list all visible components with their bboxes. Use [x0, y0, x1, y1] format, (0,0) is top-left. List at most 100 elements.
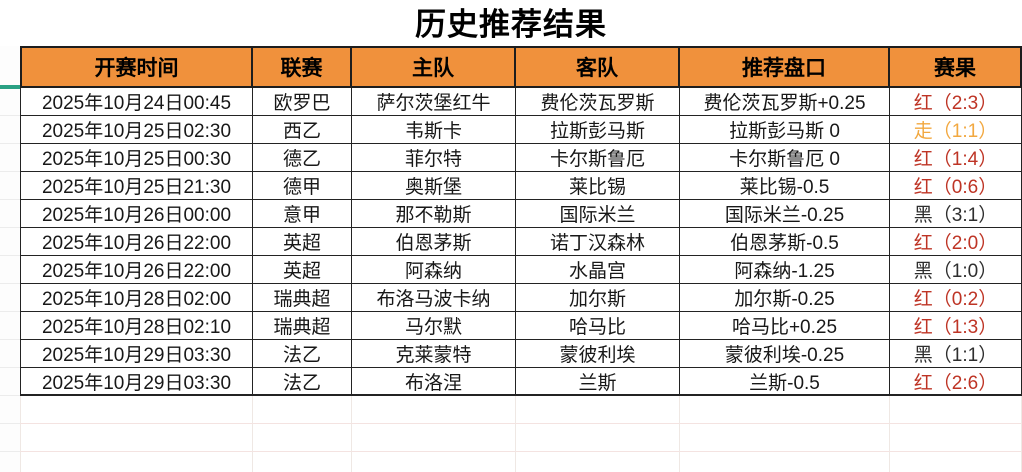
cell-result[interactable]: 红（2:3）: [890, 88, 1022, 116]
cell-home-team[interactable]: 奥斯堡: [352, 172, 516, 200]
cell-league[interactable]: 英超: [253, 256, 352, 284]
column-header-home[interactable]: 主队: [352, 46, 516, 88]
table-row[interactable]: 2025年10月25日02:30 西乙 韦斯卡 拉斯彭马斯 拉斯彭马斯 0 走（…: [20, 116, 1022, 144]
cell-handicap[interactable]: 国际米兰-0.25: [680, 200, 890, 228]
cell-league[interactable]: 英超: [253, 228, 352, 256]
empty-cell[interactable]: [680, 452, 890, 472]
cell-start-time[interactable]: 2025年10月25日21:30: [20, 172, 253, 200]
empty-cell[interactable]: [516, 452, 680, 472]
cell-start-time[interactable]: 2025年10月26日00:00: [20, 200, 253, 228]
empty-sheet-area[interactable]: [20, 396, 1022, 472]
empty-cell[interactable]: [352, 424, 516, 452]
empty-cell[interactable]: [253, 452, 352, 472]
table-row[interactable]: 2025年10月26日00:00 意甲 那不勒斯 国际米兰 国际米兰-0.25 …: [20, 200, 1022, 228]
cell-home-team[interactable]: 布洛涅: [352, 368, 516, 396]
cell-league[interactable]: 西乙: [253, 116, 352, 144]
row-header-cell[interactable]: [0, 368, 20, 396]
cell-home-team[interactable]: 菲尔特: [352, 144, 516, 172]
cell-away-team[interactable]: 国际米兰: [516, 200, 680, 228]
cell-start-time[interactable]: 2025年10月29日03:30: [20, 340, 253, 368]
row-header-cell[interactable]: [0, 88, 20, 116]
cell-result[interactable]: 红（0:2）: [890, 284, 1022, 312]
cell-away-team[interactable]: 蒙彼利埃: [516, 340, 680, 368]
cell-handicap[interactable]: 伯恩茅斯-0.5: [680, 228, 890, 256]
table-row[interactable]: 2025年10月29日03:30 法乙 布洛涅 兰斯 兰斯-0.5 红（2:6）: [20, 368, 1022, 396]
cell-handicap[interactable]: 加尔斯-0.25: [680, 284, 890, 312]
cell-away-team[interactable]: 诺丁汉森林: [516, 228, 680, 256]
row-header-cell[interactable]: [0, 452, 20, 472]
row-header-cell[interactable]: [0, 396, 20, 424]
empty-cell[interactable]: [680, 424, 890, 452]
column-header-time[interactable]: 开赛时间: [20, 46, 253, 88]
column-header-league[interactable]: 联赛: [253, 46, 352, 88]
cell-result[interactable]: 走（1:1）: [890, 116, 1022, 144]
empty-cell[interactable]: [890, 424, 1022, 452]
row-header-cell[interactable]: [0, 340, 20, 368]
empty-row[interactable]: [20, 452, 1022, 472]
cell-league[interactable]: 德甲: [253, 172, 352, 200]
row-header-cell[interactable]: [0, 144, 20, 172]
cell-home-team[interactable]: 伯恩茅斯: [352, 228, 516, 256]
cell-start-time[interactable]: 2025年10月28日02:10: [20, 312, 253, 340]
empty-cell[interactable]: [890, 396, 1022, 424]
cell-result[interactable]: 红（1:3）: [890, 312, 1022, 340]
cell-handicap[interactable]: 蒙彼利埃-0.25: [680, 340, 890, 368]
empty-cell[interactable]: [253, 396, 352, 424]
cell-league[interactable]: 法乙: [253, 368, 352, 396]
cell-start-time[interactable]: 2025年10月29日03:30: [20, 368, 253, 396]
cell-league[interactable]: 瑞典超: [253, 284, 352, 312]
cell-start-time[interactable]: 2025年10月25日02:30: [20, 116, 253, 144]
cell-start-time[interactable]: 2025年10月25日00:30: [20, 144, 253, 172]
cell-away-team[interactable]: 加尔斯: [516, 284, 680, 312]
cell-handicap[interactable]: 卡尔斯鲁厄 0: [680, 144, 890, 172]
row-header-cell[interactable]: [0, 424, 20, 452]
cell-handicap[interactable]: 莱比锡-0.5: [680, 172, 890, 200]
column-header-away[interactable]: 客队: [516, 46, 680, 88]
row-header-cell[interactable]: [0, 116, 20, 144]
cell-away-team[interactable]: 水晶宫: [516, 256, 680, 284]
cell-home-team[interactable]: 阿森纳: [352, 256, 516, 284]
table-row[interactable]: 2025年10月28日02:00 瑞典超 布洛马波卡纳 加尔斯 加尔斯-0.25…: [20, 284, 1022, 312]
table-row[interactable]: 2025年10月26日22:00 英超 伯恩茅斯 诺丁汉森林 伯恩茅斯-0.5 …: [20, 228, 1022, 256]
empty-cell[interactable]: [890, 452, 1022, 472]
row-header-cell[interactable]: [0, 172, 20, 200]
row-header-cell[interactable]: [0, 284, 20, 312]
cell-away-team[interactable]: 哈马比: [516, 312, 680, 340]
cell-away-team[interactable]: 拉斯彭马斯: [516, 116, 680, 144]
empty-cell[interactable]: [352, 452, 516, 472]
cell-handicap[interactable]: 拉斯彭马斯 0: [680, 116, 890, 144]
cell-home-team[interactable]: 萨尔茨堡红牛: [352, 88, 516, 116]
cell-start-time[interactable]: 2025年10月26日22:00: [20, 256, 253, 284]
row-header-gutter[interactable]: [0, 46, 20, 472]
table-row[interactable]: 2025年10月24日00:45 欧罗巴 萨尔茨堡红牛 费伦茨瓦罗斯 费伦茨瓦罗…: [20, 88, 1022, 116]
empty-cell[interactable]: [20, 452, 253, 472]
cell-league[interactable]: 意甲: [253, 200, 352, 228]
cell-home-team[interactable]: 那不勒斯: [352, 200, 516, 228]
empty-cell[interactable]: [352, 396, 516, 424]
column-header-handicap[interactable]: 推荐盘口: [680, 46, 890, 88]
cell-handicap[interactable]: 阿森纳-1.25: [680, 256, 890, 284]
cell-handicap[interactable]: 哈马比+0.25: [680, 312, 890, 340]
empty-cell[interactable]: [20, 396, 253, 424]
cell-result[interactable]: 黑（3:1）: [890, 200, 1022, 228]
cell-away-team[interactable]: 莱比锡: [516, 172, 680, 200]
cell-handicap[interactable]: 兰斯-0.5: [680, 368, 890, 396]
cell-result[interactable]: 红（1:4）: [890, 144, 1022, 172]
empty-row[interactable]: [20, 396, 1022, 424]
cell-handicap[interactable]: 费伦茨瓦罗斯+0.25: [680, 88, 890, 116]
cell-start-time[interactable]: 2025年10月24日00:45: [20, 88, 253, 116]
cell-away-team[interactable]: 卡尔斯鲁厄: [516, 144, 680, 172]
cell-league[interactable]: 德乙: [253, 144, 352, 172]
cell-away-team[interactable]: 费伦茨瓦罗斯: [516, 88, 680, 116]
cell-result[interactable]: 黑（1:1）: [890, 340, 1022, 368]
cell-start-time[interactable]: 2025年10月28日02:00: [20, 284, 253, 312]
cell-away-team[interactable]: 兰斯: [516, 368, 680, 396]
empty-row[interactable]: [20, 424, 1022, 452]
row-header-cell[interactable]: [0, 312, 20, 340]
cell-league[interactable]: 法乙: [253, 340, 352, 368]
cell-result[interactable]: 黑（1:0）: [890, 256, 1022, 284]
column-header-result[interactable]: 赛果: [890, 46, 1022, 88]
empty-cell[interactable]: [20, 424, 253, 452]
cell-home-team[interactable]: 布洛马波卡纳: [352, 284, 516, 312]
cell-result[interactable]: 红（0:6）: [890, 172, 1022, 200]
